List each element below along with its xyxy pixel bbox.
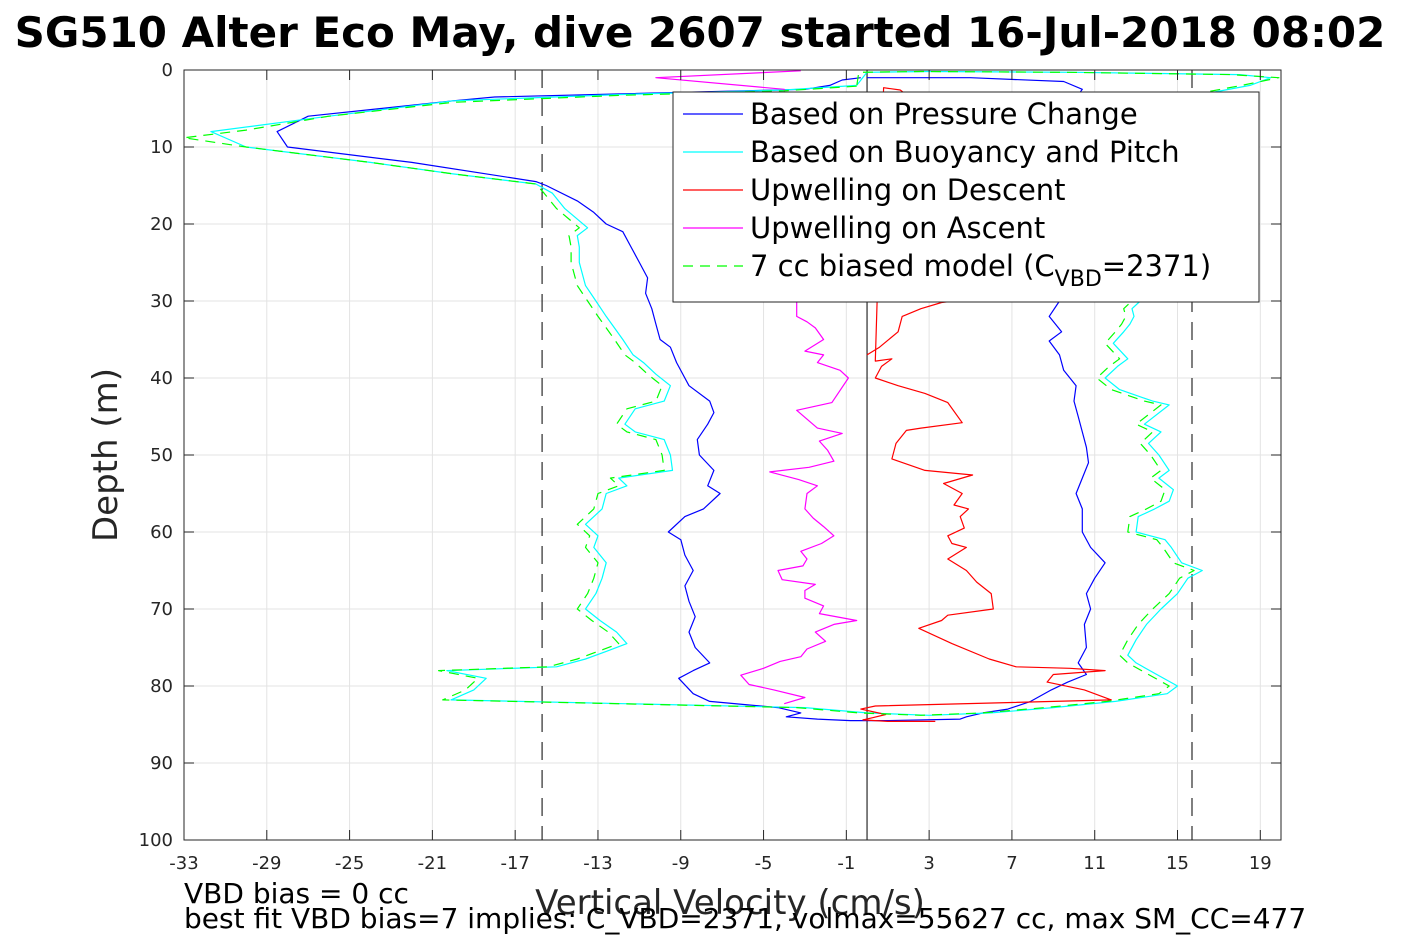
chart-title: SG510 Alter Eco May, dive 2607 started 1… — [15, 8, 1386, 57]
y-axis-label: Depth (m) — [86, 368, 126, 542]
legend-label-text: 7 cc biased model (C — [750, 249, 1055, 283]
legend-box — [672, 91, 1260, 303]
x-tick-label: -13 — [583, 853, 612, 874]
x-tick-label: -5 — [755, 853, 773, 874]
series-line — [276, 77, 1106, 722]
y-tick-label: 100 — [139, 830, 173, 851]
x-tick-label: -1 — [837, 853, 855, 874]
y-tick-label: 60 — [150, 522, 173, 543]
legend-label-subscript: VBD — [1055, 267, 1102, 292]
legend-label: Upwelling on Ascent — [750, 211, 1045, 245]
y-tick-label: 20 — [150, 214, 173, 235]
legend-label: Upwelling on Descent — [750, 173, 1066, 207]
y-axis-ticks: 0 10 20 30 40 50 60 70 80 90 100 — [139, 60, 1281, 851]
x-tick-label: -21 — [418, 853, 447, 874]
x-tick-label: 3 — [923, 853, 934, 874]
legend-label: Based on Pressure Change — [750, 97, 1138, 131]
x-axis-label: Vertical Velocity (cm/s) — [535, 883, 925, 923]
x-tick-label: -17 — [500, 853, 529, 874]
y-tick-label: 80 — [150, 676, 173, 697]
x-tick-label: -9 — [672, 853, 690, 874]
footer-best-fit: best fit VBD bias=7 implies: C_VBD=2371,… — [184, 902, 1306, 935]
series-layer — [184, 70, 1280, 722]
x-tick-label: -25 — [335, 853, 364, 874]
y-tick-label: 30 — [150, 291, 173, 312]
legend-label-text: Upwelling on Descent — [750, 173, 1066, 207]
y-tick-label: 10 — [150, 137, 173, 158]
x-tick-label: 7 — [1006, 853, 1017, 874]
legend: Based on Pressure Change Based on Buoyanc… — [672, 91, 1260, 303]
legend-label: 7 cc biased model (CVBD=2371) — [750, 249, 1211, 292]
series-line — [210, 70, 1272, 716]
x-tick-label: 19 — [1249, 853, 1272, 874]
footer-vbd-bias: VBD bias = 0 cc — [184, 877, 409, 910]
y-tick-label: 90 — [150, 753, 173, 774]
legend-label-text: Based on Buoyancy and Pitch — [750, 135, 1180, 169]
series-line — [184, 70, 1280, 716]
x-tick-label: 15 — [1166, 853, 1189, 874]
x-tick-label: 11 — [1083, 853, 1106, 874]
y-tick-label: 50 — [150, 445, 173, 466]
legend-label-text: Based on Pressure Change — [750, 97, 1138, 131]
x-tick-label: -33 — [169, 853, 198, 874]
x-tick-label: -29 — [252, 853, 281, 874]
series-line — [655, 70, 858, 705]
y-tick-label: 0 — [162, 60, 173, 81]
legend-label: Based on Buoyancy and Pitch — [750, 135, 1180, 169]
y-tick-label: 40 — [150, 368, 173, 389]
legend-label-suffix: =2371) — [1102, 249, 1211, 283]
y-tick-label: 70 — [150, 599, 173, 620]
legend-label-text: Upwelling on Ascent — [750, 211, 1045, 245]
x-axis-ticks: -33 -29 -25 -21 -17 -13 -9 -5 -1 3 7 11 15 19 — [169, 70, 1272, 874]
